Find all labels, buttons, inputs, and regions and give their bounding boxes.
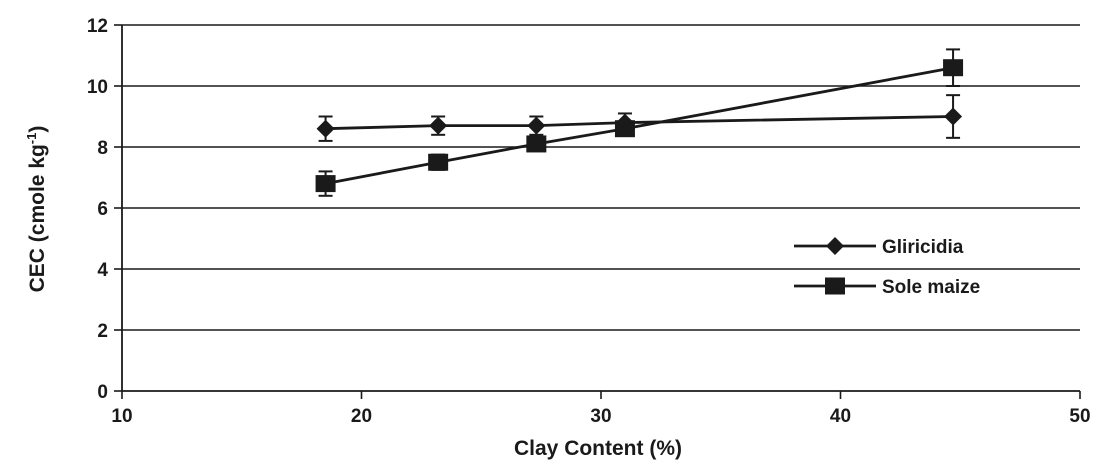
legend-label-gliricidia: Gliricidia bbox=[882, 237, 964, 258]
legend-marker-gliricidia bbox=[826, 237, 844, 255]
data-point-gliricidia-4 bbox=[944, 107, 963, 126]
y-tick-label-4: 4 bbox=[97, 260, 108, 281]
y-axis-title: CEC (cmole kg-1) bbox=[24, 126, 49, 293]
y-tick-labels: 0 2 4 6 8 10 12 bbox=[87, 16, 109, 403]
series-sole-maize bbox=[315, 48, 964, 197]
series-gliricidia bbox=[316, 94, 963, 142]
y-axis-title-superscript: -1 bbox=[24, 133, 39, 145]
y-tick-label-8: 8 bbox=[97, 138, 108, 159]
x-tick-labels: 10 20 30 40 50 bbox=[111, 406, 1090, 427]
legend-label-sole-maize: Sole maize bbox=[882, 277, 980, 298]
data-point-sole-maize-2 bbox=[526, 135, 547, 153]
y-axis-title-close: ) bbox=[26, 126, 49, 133]
axes bbox=[114, 24, 1081, 399]
data-point-gliricidia-1 bbox=[429, 116, 448, 135]
data-point-sole-maize-4 bbox=[943, 59, 964, 77]
x-tick-label-40: 40 bbox=[830, 406, 851, 427]
x-axis-title: Clay Content (%) bbox=[514, 437, 682, 460]
data-point-sole-maize-1 bbox=[428, 153, 449, 171]
x-tick-label-10: 10 bbox=[111, 406, 132, 427]
data-point-sole-maize-3 bbox=[614, 120, 635, 138]
y-tick-label-0: 0 bbox=[97, 382, 108, 403]
legend: Gliricidia Sole maize bbox=[794, 237, 980, 298]
series-layer bbox=[315, 48, 964, 197]
y-tick-label-6: 6 bbox=[97, 199, 108, 220]
y-tick-label-12: 12 bbox=[87, 16, 108, 37]
y-axis-title-main: CEC (cmole kg bbox=[26, 144, 49, 292]
data-point-gliricidia-2 bbox=[527, 116, 546, 135]
x-tick-label-30: 30 bbox=[590, 406, 611, 427]
gridlines bbox=[122, 24, 1080, 331]
legend-entry-sole-maize: Sole maize bbox=[794, 277, 980, 298]
legend-entry-gliricidia: Gliricidia bbox=[794, 237, 964, 258]
data-point-gliricidia-0 bbox=[316, 119, 335, 138]
data-point-sole-maize-0 bbox=[315, 175, 336, 193]
x-tick-label-20: 20 bbox=[351, 406, 372, 427]
y-tick-label-10: 10 bbox=[87, 77, 108, 98]
y-tick-label-2: 2 bbox=[97, 321, 108, 342]
x-tick-label-50: 50 bbox=[1069, 406, 1090, 427]
legend-marker-sole-maize bbox=[825, 277, 845, 295]
